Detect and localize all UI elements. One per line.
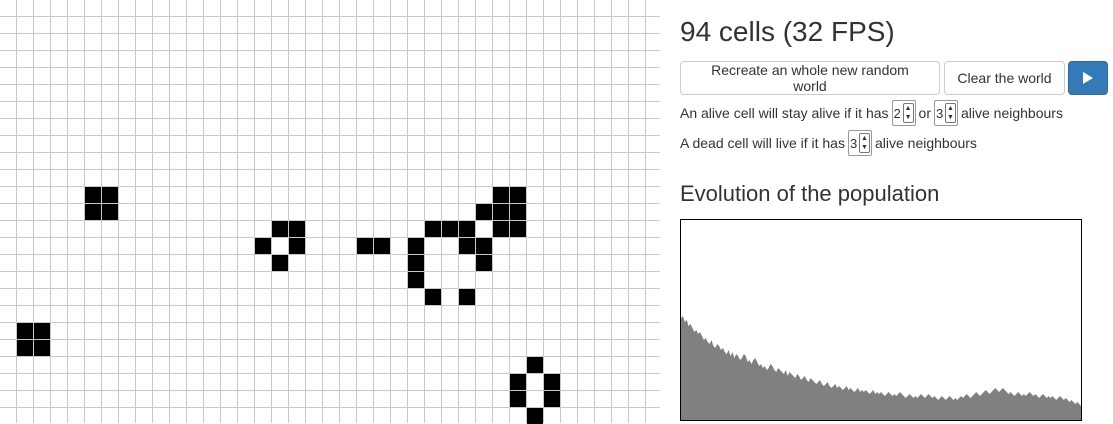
live-cell[interactable]	[476, 238, 492, 254]
survive-min-value: 2	[893, 105, 901, 121]
cell-count-title: 94 cells (32 FPS)	[680, 16, 895, 47]
birth-count-value: 3	[849, 135, 858, 151]
birth-rule-prefix: A dead cell will live if it has	[680, 135, 845, 151]
live-cell[interactable]	[425, 289, 441, 305]
live-cell[interactable]	[476, 204, 492, 220]
live-cell[interactable]	[102, 204, 118, 220]
live-cell[interactable]	[408, 272, 424, 288]
survival-rule-prefix: An alive cell will stay alive if it has	[680, 105, 889, 121]
live-cell[interactable]	[527, 408, 543, 424]
live-cell[interactable]	[493, 187, 509, 203]
birth-rule-suffix: alive neighbours	[874, 135, 977, 151]
live-cell[interactable]	[493, 204, 509, 220]
live-cell[interactable]	[255, 238, 271, 254]
population-chart-title: Evolution of the population	[680, 181, 940, 206]
survive-max-stepper[interactable]: 3 ▲ ▼	[933, 100, 958, 126]
live-cell[interactable]	[510, 204, 526, 220]
live-cell[interactable]	[425, 221, 441, 237]
play-button[interactable]	[1068, 61, 1108, 95]
population-chart	[680, 219, 1082, 421]
live-cell[interactable]	[17, 323, 33, 339]
live-cell[interactable]	[102, 187, 118, 203]
live-cell[interactable]	[527, 357, 543, 373]
live-cell[interactable]	[357, 238, 373, 254]
live-cell[interactable]	[85, 204, 101, 220]
clear-world-button[interactable]: Clear the world	[944, 61, 1065, 95]
live-cell[interactable]	[289, 238, 305, 254]
toolbar: Recreate an whole new random world Clear…	[680, 61, 1110, 95]
spinner-arrows-icon[interactable]: ▲ ▼	[944, 103, 956, 123]
spinner-arrows-icon[interactable]: ▲ ▼	[858, 133, 870, 153]
live-cell[interactable]	[510, 391, 526, 407]
live-cell[interactable]	[408, 238, 424, 254]
live-cell[interactable]	[544, 391, 560, 407]
recreate-world-button[interactable]: Recreate an whole new random world	[680, 61, 940, 95]
live-cell[interactable]	[34, 323, 50, 339]
live-cell[interactable]	[408, 255, 424, 271]
survival-rule-suffix: alive neighbours	[960, 105, 1063, 121]
survival-rule: An alive cell will stay alive if it has …	[680, 100, 1110, 126]
survive-min-stepper[interactable]: 2 ▲ ▼	[891, 100, 916, 126]
live-cell[interactable]	[442, 221, 458, 237]
live-cell[interactable]	[34, 340, 50, 356]
live-cell[interactable]	[289, 221, 305, 237]
birth-rule: A dead cell will live if it has 3 ▲ ▼ ali…	[680, 130, 1110, 156]
live-cell[interactable]	[459, 289, 475, 305]
live-cell[interactable]	[374, 238, 390, 254]
birth-count-stepper[interactable]: 3 ▲ ▼	[847, 130, 872, 156]
or-text: or	[918, 105, 931, 121]
live-cell[interactable]	[85, 187, 101, 203]
live-cell[interactable]	[510, 221, 526, 237]
live-cell[interactable]	[544, 374, 560, 390]
play-icon	[1083, 72, 1093, 84]
live-cell[interactable]	[17, 340, 33, 356]
spinner-arrows-icon[interactable]: ▲ ▼	[902, 103, 914, 123]
live-cell[interactable]	[459, 221, 475, 237]
control-panel: 94 cells (32 FPS) Recreate an whole new …	[680, 0, 1110, 421]
population-area-series	[681, 316, 1081, 420]
live-cell[interactable]	[476, 255, 492, 271]
live-cell[interactable]	[510, 187, 526, 203]
game-world-grid[interactable]	[0, 0, 660, 424]
survive-max-value: 3	[935, 105, 944, 121]
live-cell[interactable]	[272, 221, 288, 237]
live-cell[interactable]	[459, 238, 475, 254]
live-cell[interactable]	[272, 255, 288, 271]
live-cell[interactable]	[493, 221, 509, 237]
live-cell[interactable]	[510, 374, 526, 390]
